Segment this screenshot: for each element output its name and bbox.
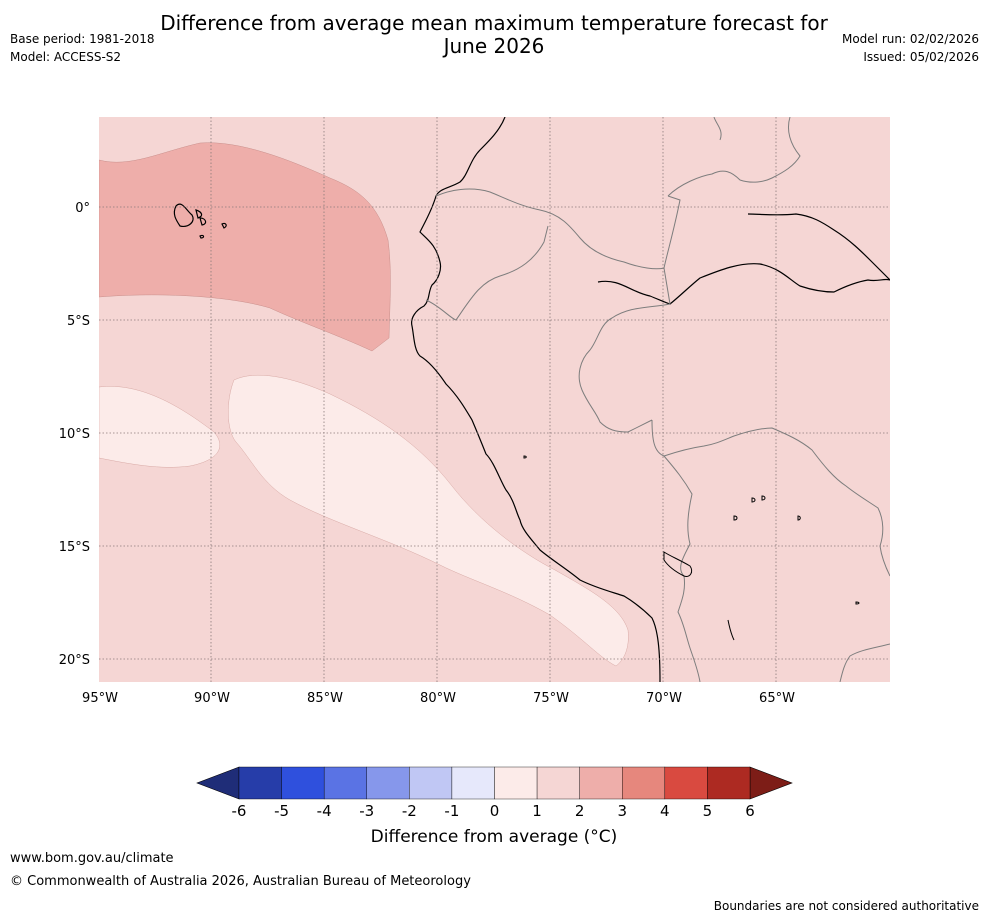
lat-label: 0°	[75, 201, 90, 216]
colorbar-swatch	[409, 766, 453, 800]
lon-label: 95°W	[82, 691, 118, 706]
anomaly-region-0-to-1-coastal	[227, 374, 629, 667]
boundary-disclaimer: Boundaries are not considered authoritat…	[713, 899, 979, 913]
anomaly-region-2-to-3	[99, 142, 391, 352]
colorbar-ticks: -6 -5 -4 -3 -2 -1 0 1 2 3 4 5 6	[232, 802, 755, 820]
colorbar-swatch	[707, 766, 751, 800]
model-run-date: Model run: 02/02/2026	[841, 32, 979, 46]
lon-label: 85°W	[307, 691, 343, 706]
colorbar-tick-label: 5	[703, 802, 713, 820]
base-period: Base period: 1981-2018	[10, 32, 155, 46]
lon-label: 80°W	[420, 691, 456, 706]
colorbar-swatch	[238, 766, 282, 800]
page-title: Difference from average mean maximum tem…	[0, 12, 988, 58]
colorbar-swatch	[622, 766, 666, 800]
colorbar-swatch	[536, 766, 580, 800]
colorbar-tick-label: 6	[745, 802, 755, 820]
colorbar-tick-label: 2	[575, 802, 585, 820]
latitude-labels: 0° 5°S 10°S 15°S 20°S	[59, 201, 90, 668]
colorbar-over-triangle	[749, 766, 793, 800]
colorbar-tick-label: -6	[232, 802, 247, 820]
colorbar-tick-label: 0	[490, 802, 500, 820]
colorbar-tick-label: -1	[444, 802, 459, 820]
colorbar-tick-label: 3	[617, 802, 627, 820]
colorbar-under-triangle	[196, 766, 240, 800]
colorbar-swatch	[323, 766, 367, 800]
colorbar-tick-label: -2	[402, 802, 417, 820]
lakes	[523, 455, 860, 641]
colorbar-swatch	[281, 766, 325, 800]
lat-label: 20°S	[59, 653, 90, 668]
colorbar-tick-label: -3	[359, 802, 374, 820]
colorbar-swatch	[664, 766, 708, 800]
coastline	[173, 117, 890, 682]
model-name: Model: ACCESS-S2	[10, 50, 122, 64]
lon-label: 75°W	[533, 691, 569, 706]
colorbar-tick-label: 4	[660, 802, 670, 820]
colorbar-swatch	[579, 766, 623, 800]
lat-label: 5°S	[67, 314, 90, 329]
colorbar: -6 -5 -4 -3 -2 -1 0 1 2 3 4 5 6	[196, 766, 793, 820]
colorbar-swatch	[451, 766, 495, 800]
lon-label: 65°W	[759, 691, 795, 706]
title-line-2: June 2026	[443, 34, 545, 58]
model-info: Base period: 1981-2018 Model: ACCESS-S2	[10, 30, 155, 66]
colorbar-swatch	[366, 766, 410, 800]
lat-label: 15°S	[59, 540, 90, 555]
map-area	[99, 117, 890, 682]
lon-label: 70°W	[646, 691, 682, 706]
lon-label: 90°W	[194, 691, 230, 706]
issued-date: Issued: 05/02/2026	[863, 50, 979, 64]
anomaly-region-0-to-1-west	[99, 386, 221, 468]
lat-label: 10°S	[59, 427, 90, 442]
colorbar-tick-label: -5	[274, 802, 289, 820]
copyright-notice: © Commonwealth of Australia 2026, Austra…	[10, 874, 471, 889]
run-info: Model run: 02/02/2026 Issued: 05/02/2026	[842, 30, 979, 66]
graticule	[99, 117, 890, 682]
colorbar-label: Difference from average (°C)	[370, 827, 618, 847]
colorbar-swatches	[238, 766, 751, 800]
colorbar-tick-label: -4	[317, 802, 332, 820]
website-link[interactable]: www.bom.gov.au/climate	[10, 851, 174, 866]
colorbar-tick-label: 1	[532, 802, 542, 820]
longitude-labels: 95°W 90°W 85°W 80°W 75°W 70°W 65°W	[82, 691, 795, 706]
colorbar-swatch	[494, 766, 538, 800]
title-line-1: Difference from average mean maximum tem…	[160, 11, 828, 35]
